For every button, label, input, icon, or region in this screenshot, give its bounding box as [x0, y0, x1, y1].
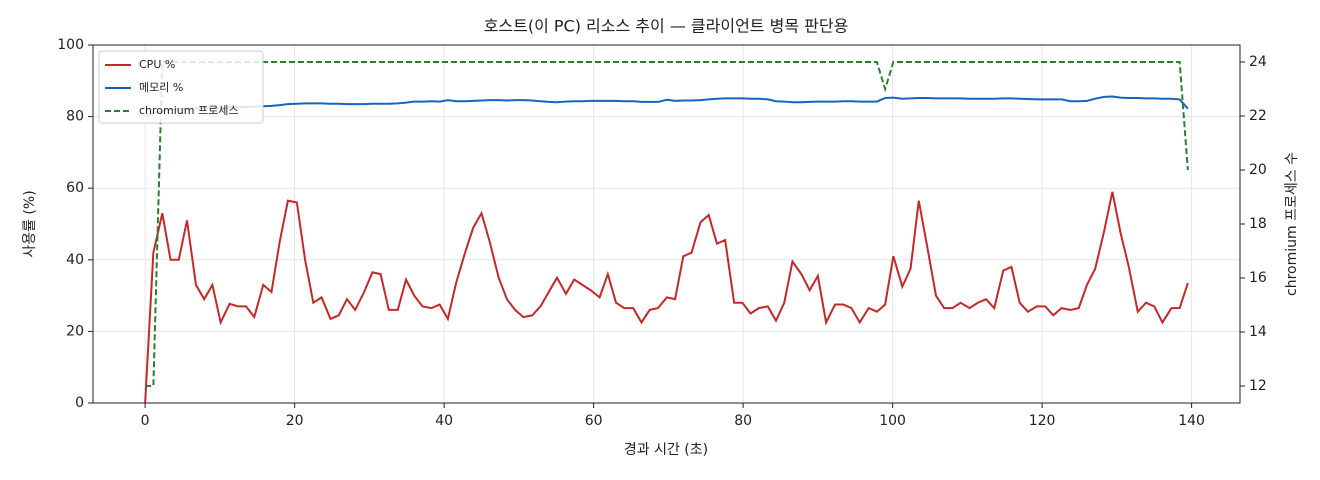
y2-tick-label: 14 [1249, 324, 1267, 340]
x-tick-label: 100 [879, 413, 906, 429]
x-tick-label: 0 [141, 413, 150, 429]
legend-box [98, 50, 264, 124]
chart-title: 호스트(이 PC) 리소스 추이 — 클라이언트 병목 판단용 [484, 17, 849, 36]
x-tick-label: 40 [435, 413, 453, 429]
legend: CPU % 메모리 % chromium 프로세스 [98, 50, 264, 124]
x-tick-label: 20 [286, 413, 304, 429]
y2-tick-label: 20 [1249, 162, 1267, 178]
x-tick-label: 120 [1029, 413, 1056, 429]
y2-tick-label: 16 [1249, 270, 1267, 286]
y2-tick-label: 24 [1249, 54, 1267, 70]
x-tick-label: 60 [585, 413, 603, 429]
legend-label: chromium 프로세스 [139, 104, 238, 117]
y2-tick-label: 12 [1249, 378, 1267, 394]
y2-tick-label: 18 [1249, 216, 1267, 232]
x-axis-label: 경과 시간 (초) [624, 442, 708, 458]
y-tick-label: 80 [66, 109, 84, 125]
legend-label: CPU % [139, 58, 175, 71]
y-tick-label: 40 [66, 252, 84, 268]
series-line [145, 61, 1189, 387]
y-tick-label: 100 [57, 37, 84, 53]
y-tick-label: 20 [66, 323, 84, 339]
series-line [144, 95, 1189, 118]
x-tick-label: 80 [734, 413, 752, 429]
plot-frame [92, 44, 1241, 404]
y2-axis-label: chromium 프로세스 수 [1284, 152, 1300, 296]
y-tick-label: 60 [66, 180, 84, 196]
y-tick-label: 0 [75, 395, 84, 411]
series-line [144, 191, 1189, 404]
legend-label: 메모리 % [139, 81, 183, 94]
y2-tick-label: 22 [1249, 108, 1267, 124]
x-tick-label: 140 [1178, 413, 1205, 429]
y-axis-label: 사용률 (%) [22, 190, 38, 257]
